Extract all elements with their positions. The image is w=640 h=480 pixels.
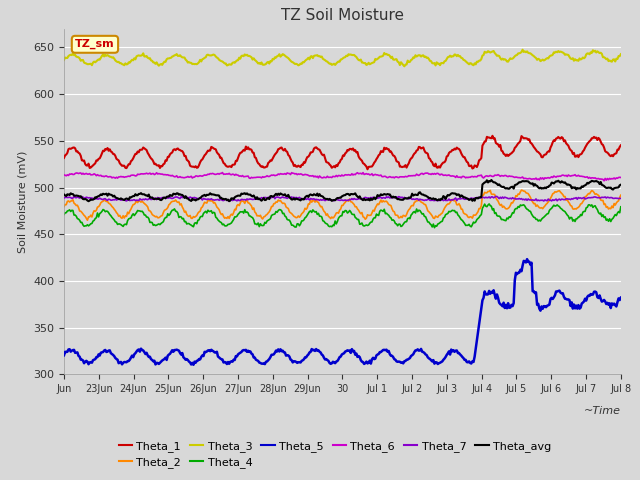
Y-axis label: Soil Moisture (mV): Soil Moisture (mV) <box>17 150 28 253</box>
Text: ~Time: ~Time <box>584 406 621 416</box>
Title: TZ Soil Moisture: TZ Soil Moisture <box>281 9 404 24</box>
Text: TZ_sm: TZ_sm <box>75 39 115 49</box>
Legend: Theta_1, Theta_2, Theta_3, Theta_4, Theta_5, Theta_6, Theta_7, Theta_avg: Theta_1, Theta_2, Theta_3, Theta_4, Thet… <box>114 436 556 472</box>
